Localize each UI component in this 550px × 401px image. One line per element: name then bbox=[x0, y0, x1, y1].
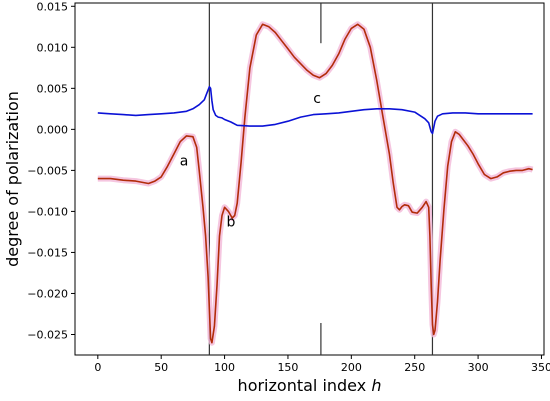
y-axis-label: degree of polarization bbox=[3, 91, 22, 267]
reference-lines bbox=[208, 3, 434, 355]
y-tick-label: 0.000 bbox=[37, 123, 69, 136]
x-tick-label: 100 bbox=[214, 361, 235, 374]
x-tick-label: 0 bbox=[94, 361, 101, 374]
x-tick-label: 50 bbox=[154, 361, 168, 374]
x-tick-label: 300 bbox=[468, 361, 489, 374]
data-series bbox=[97, 21, 534, 346]
y-tick-label: −0.015 bbox=[27, 246, 68, 259]
annotation-label: c bbox=[313, 91, 321, 107]
series-line-1 bbox=[97, 23, 533, 344]
y-tick-label: −0.025 bbox=[27, 328, 68, 341]
y-tick-label: 0.015 bbox=[37, 0, 69, 13]
y-tick-label: 0.005 bbox=[37, 82, 69, 95]
series-halo bbox=[97, 21, 534, 346]
y-tick-label: −0.020 bbox=[27, 287, 68, 300]
y-tick-label: 0.010 bbox=[37, 41, 69, 54]
axis-ticks: 0 50 100 150 200 250 300 350 0.015 0.010 0.005 0.00… bbox=[27, 0, 550, 374]
annotation-label: a bbox=[180, 154, 189, 170]
y-tick-label: −0.010 bbox=[27, 205, 68, 218]
x-tick-label: 350 bbox=[531, 361, 550, 374]
x-axis-label: horizontal index h bbox=[238, 376, 382, 395]
x-tick-label: 150 bbox=[277, 361, 298, 374]
y-tick-label: −0.005 bbox=[27, 164, 68, 177]
annotation-label: b bbox=[226, 214, 235, 230]
series-line-2 bbox=[97, 85, 533, 135]
x-tick-label: 250 bbox=[404, 361, 425, 374]
x-tick-label: 200 bbox=[341, 361, 362, 374]
annotations: a b c bbox=[180, 91, 321, 230]
plot-frame bbox=[74, 2, 545, 356]
